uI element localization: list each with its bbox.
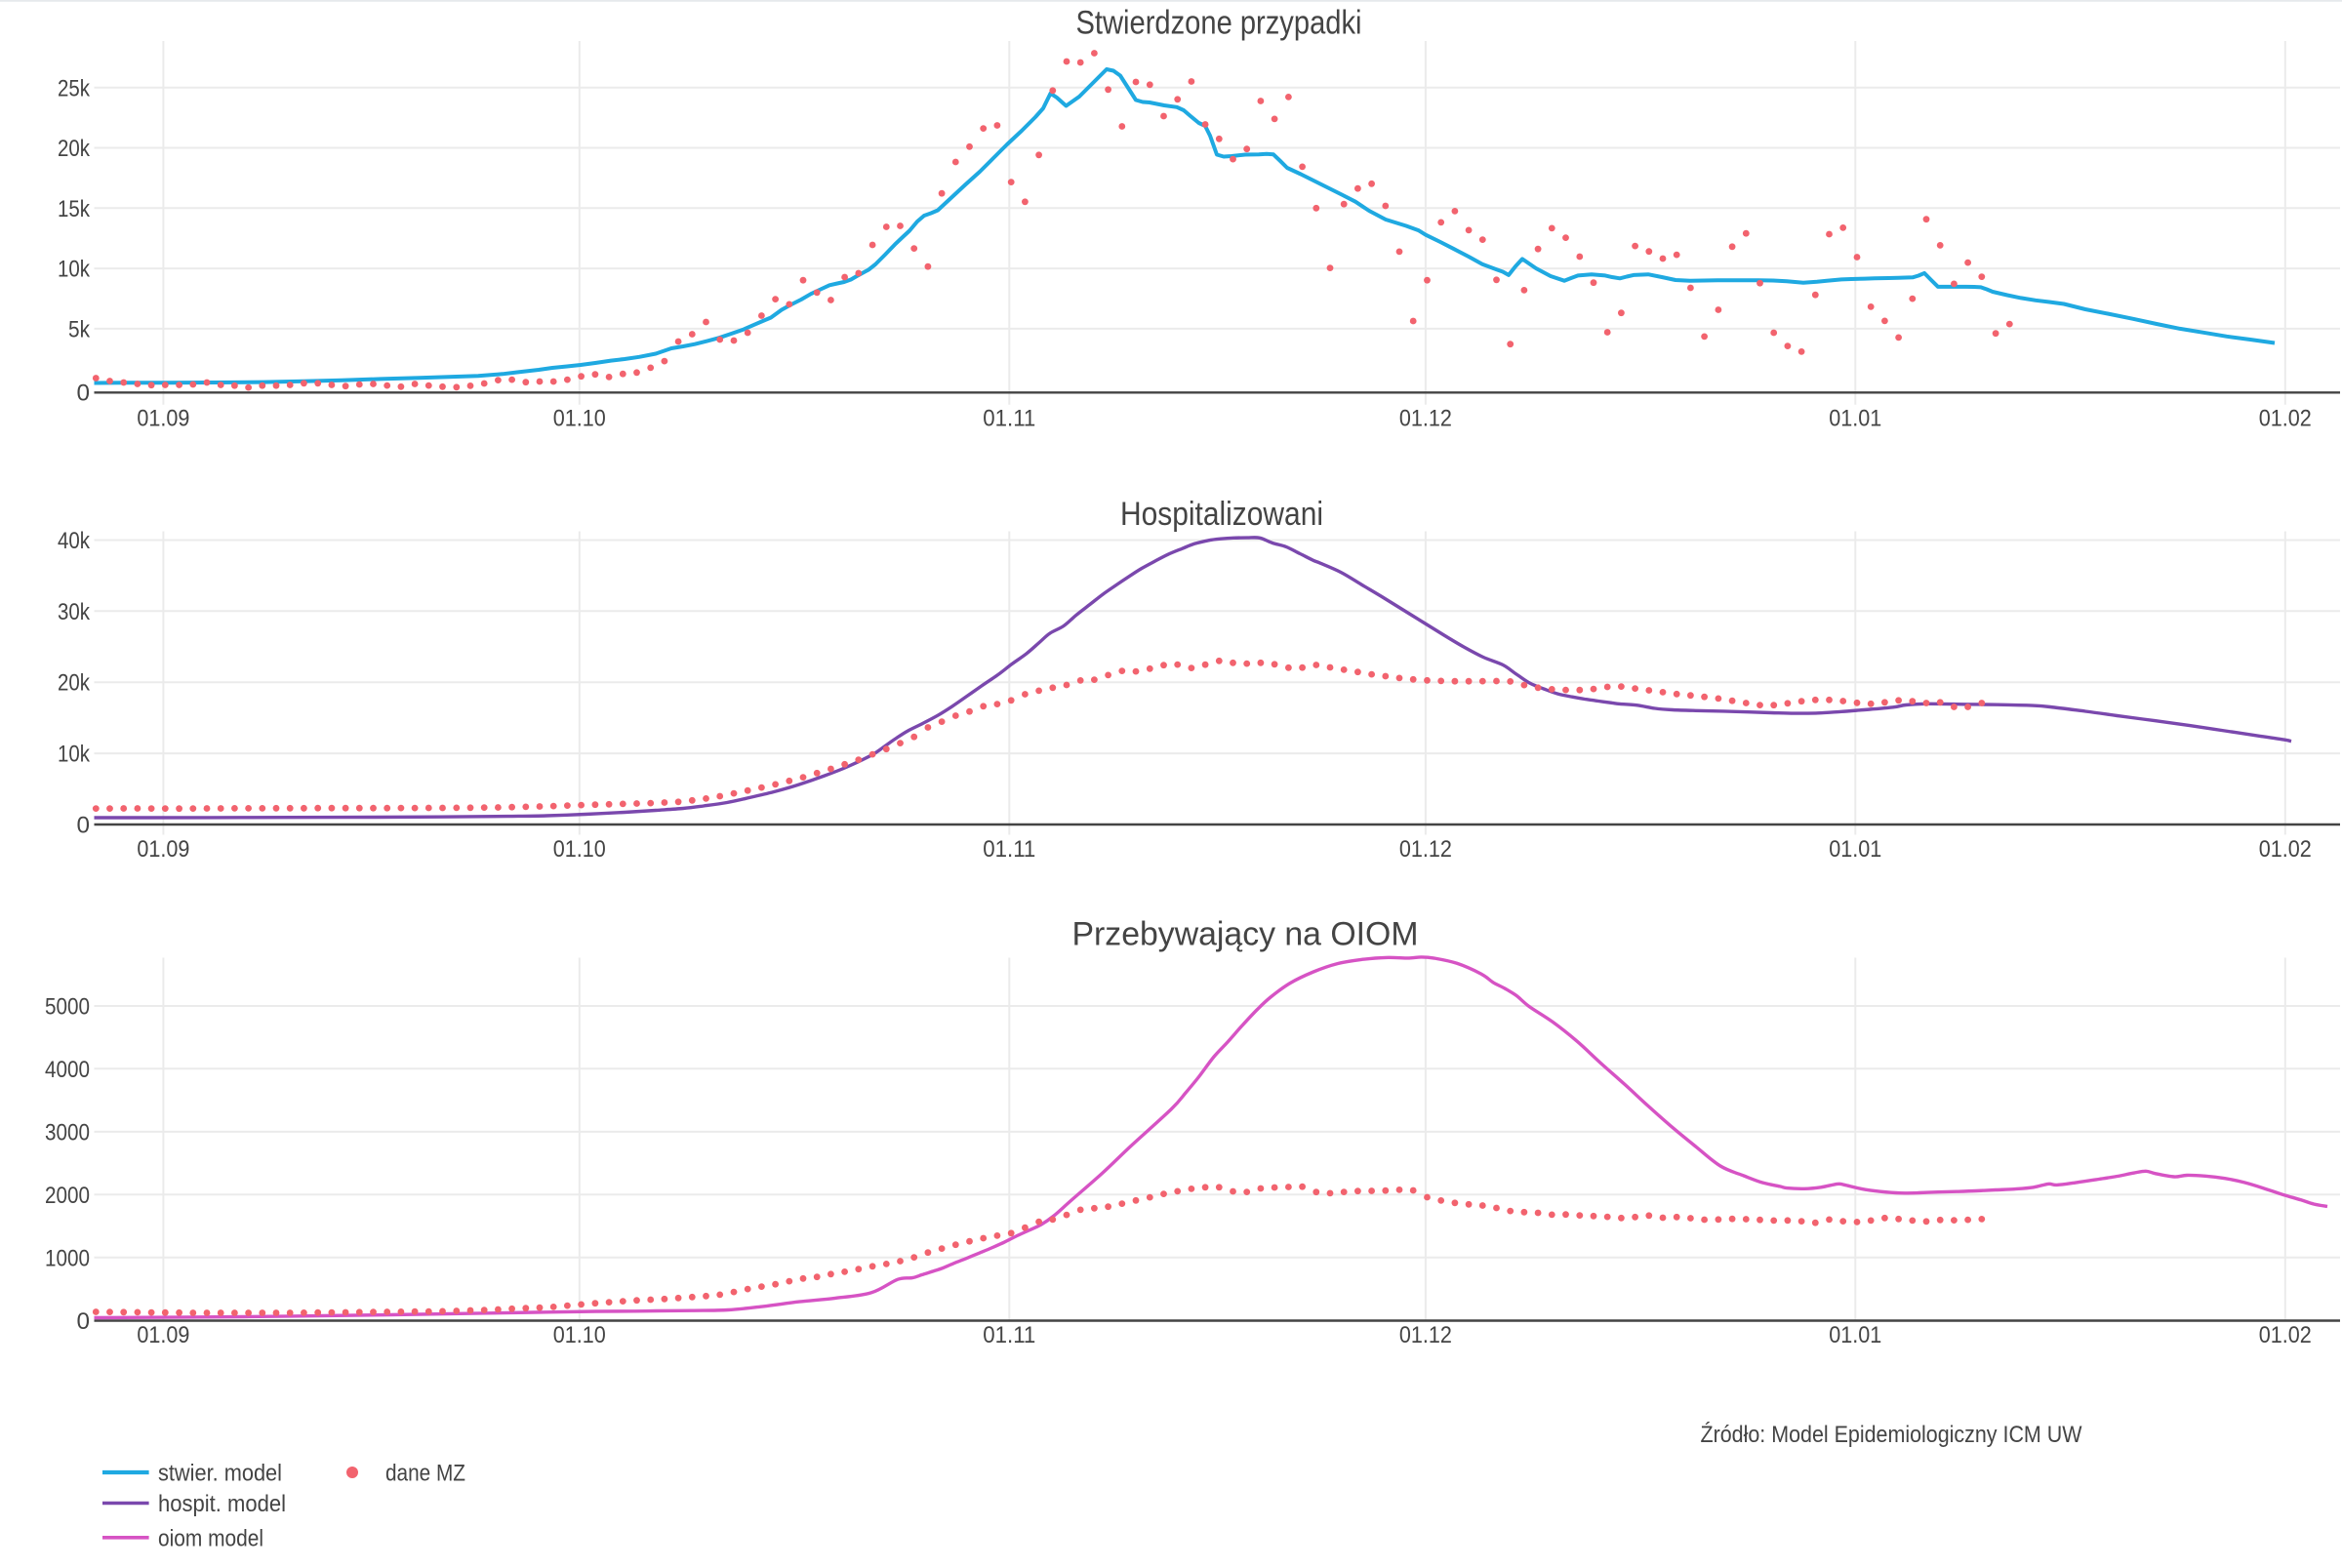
svg-text:01.10: 01.10: [553, 1322, 606, 1348]
svg-text:30k: 30k: [58, 599, 91, 625]
svg-text:01.01: 01.01: [1829, 836, 1881, 863]
svg-text:Źródło: Model Epidemiologiczny: Źródło: Model Epidemiologiczny ICM UW: [1701, 1422, 2083, 1448]
svg-text:Stwierdzone przypadki: Stwierdzone przypadki: [1076, 5, 1362, 42]
svg-text:10k: 10k: [58, 742, 91, 768]
svg-text:0: 0: [77, 381, 91, 407]
svg-text:4000: 4000: [45, 1057, 90, 1083]
svg-text:dane MZ: dane MZ: [385, 1461, 465, 1487]
svg-text:01.02: 01.02: [2259, 406, 2312, 432]
svg-text:oiom model: oiom model: [158, 1525, 263, 1551]
svg-text:01.09: 01.09: [137, 406, 189, 432]
svg-text:hospit. model: hospit. model: [158, 1491, 286, 1517]
svg-text:5000: 5000: [45, 994, 90, 1021]
svg-text:1000: 1000: [45, 1245, 90, 1271]
svg-text:0: 0: [77, 813, 91, 839]
svg-text:01.11: 01.11: [983, 406, 1035, 432]
svg-text:0: 0: [77, 1308, 91, 1335]
svg-text:25k: 25k: [58, 75, 91, 101]
svg-text:01.09: 01.09: [137, 1322, 189, 1348]
svg-text:01.12: 01.12: [1399, 1322, 1452, 1348]
svg-text:01.01: 01.01: [1829, 1322, 1881, 1348]
svg-text:3000: 3000: [45, 1119, 90, 1146]
svg-text:15k: 15k: [58, 196, 91, 222]
svg-text:20k: 20k: [58, 670, 91, 697]
svg-text:Hospitalizowani: Hospitalizowani: [1120, 496, 1323, 533]
svg-text:01.11: 01.11: [983, 836, 1035, 863]
svg-text:01.10: 01.10: [553, 836, 606, 863]
svg-text:5k: 5k: [68, 316, 91, 342]
svg-text:20k: 20k: [58, 136, 91, 162]
svg-text:01.01: 01.01: [1829, 406, 1881, 432]
svg-text:01.02: 01.02: [2259, 1322, 2312, 1348]
svg-text:01.12: 01.12: [1399, 836, 1452, 863]
svg-text:01.10: 01.10: [553, 406, 606, 432]
svg-text:2000: 2000: [45, 1183, 90, 1209]
svg-text:01.09: 01.09: [137, 836, 189, 863]
svg-text:01.12: 01.12: [1399, 406, 1452, 432]
svg-text:stwier. model: stwier. model: [158, 1461, 282, 1487]
svg-text:01.02: 01.02: [2259, 836, 2312, 863]
svg-text:01.11: 01.11: [983, 1322, 1035, 1348]
svg-text:10k: 10k: [58, 257, 91, 283]
svg-text:40k: 40k: [58, 528, 91, 554]
svg-text:Przebywający na OIOM: Przebywający na OIOM: [1072, 916, 1419, 953]
